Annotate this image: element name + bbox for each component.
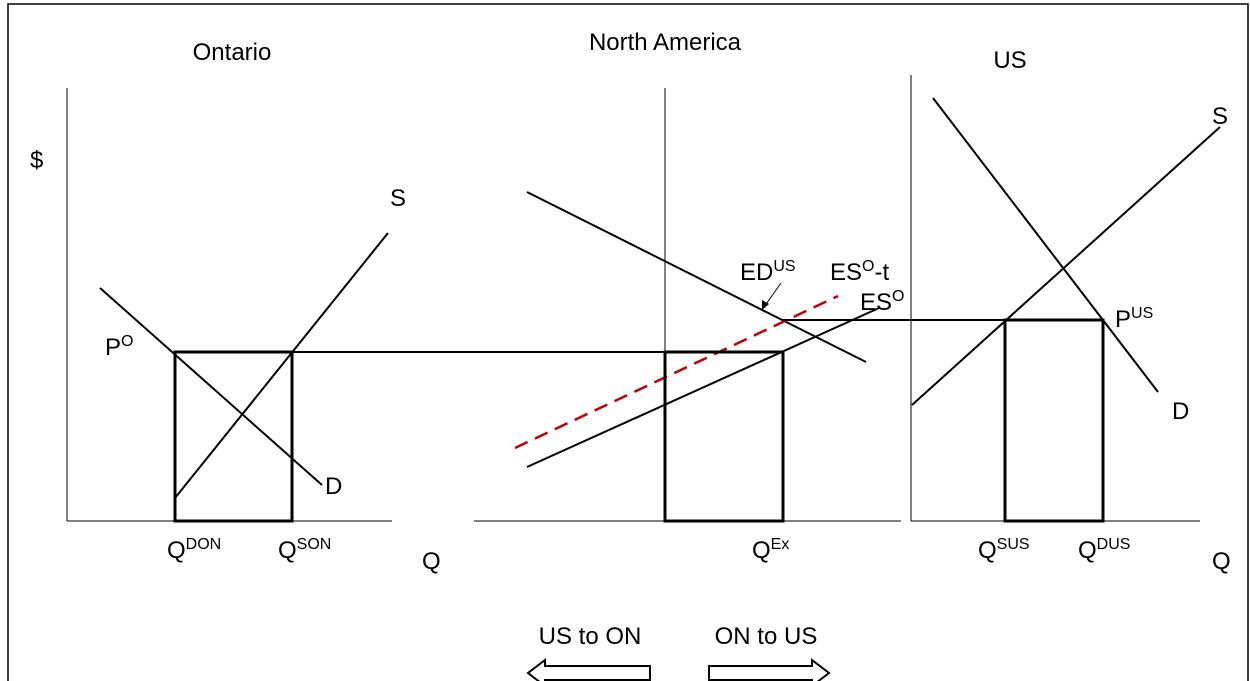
label-part: ED [740,259,773,286]
frame [7,3,1249,681]
label-part: Ex [771,536,790,553]
north-america-panel: North America EDUS ESO-t ESO QEx [474,29,1103,564]
quantity-label: QSUS [978,536,1030,564]
excess-supply-curve [526,307,880,468]
label-part: O [121,333,133,350]
label-part: ES [830,259,862,286]
supply-curve [911,126,1221,406]
trade-box [173,350,294,523]
panel-title: North America [589,29,742,56]
demand-curve [99,287,323,486]
excess-supply-tariff-curve [514,294,839,450]
curve-label: D [325,473,342,500]
panel-title: Ontario [193,39,272,66]
label-part: DUS [1097,536,1131,553]
label-part: US [773,258,795,275]
price-label: PO [105,333,133,361]
label-part: Q [278,537,297,564]
ontario-panel: Ontario $ S D PO QDON QSON Q [30,39,783,575]
label-part: Q [1078,537,1097,564]
label-part: SUS [997,536,1030,553]
axis-label: Q [422,548,441,575]
us-panel: US S D PUS QSUS QDUS Q [910,47,1231,575]
curve-label: EDUS [740,258,796,286]
axis-label: $ [30,147,43,174]
excess-demand-curve [526,191,867,363]
label-part: Q [978,537,997,564]
quantity-label: QSON [278,536,331,564]
curve-label: D [1172,398,1189,425]
label-part: O [862,258,874,275]
label-part: P [105,334,121,361]
demand-curve [932,97,1159,393]
label-part: SON [297,536,332,553]
label-part: ES [860,289,892,316]
supply-curve [174,232,389,499]
price-label: PUS [1115,305,1153,333]
curve-label: ESO-t [830,258,889,286]
arrow-left [526,657,651,681]
label-part: O [892,288,904,305]
curve-label: S [390,185,406,212]
quantity-label: QEx [752,536,789,564]
label-part: Q [752,537,771,564]
label-part: DON [186,536,222,553]
trade-box [1003,318,1105,523]
arrow-label: US to ON [539,623,642,650]
trade-box [663,350,785,523]
pointer-head [762,300,769,310]
label-part: P [1115,306,1131,333]
label-part: US [1131,305,1153,322]
curve-label: S [1212,103,1228,130]
label-part: -t [874,259,889,286]
panel-title: US [993,47,1026,74]
quantity-label: QDON [167,536,221,564]
axis-label: Q [1212,548,1231,575]
curve-label: ESO [860,288,904,316]
arrow-right [708,657,831,681]
arrow-label: ON to US [715,623,818,650]
quantity-label: QDUS [1078,536,1130,564]
direction-arrows: US to ON ON to US [526,623,831,681]
label-part: Q [167,537,186,564]
